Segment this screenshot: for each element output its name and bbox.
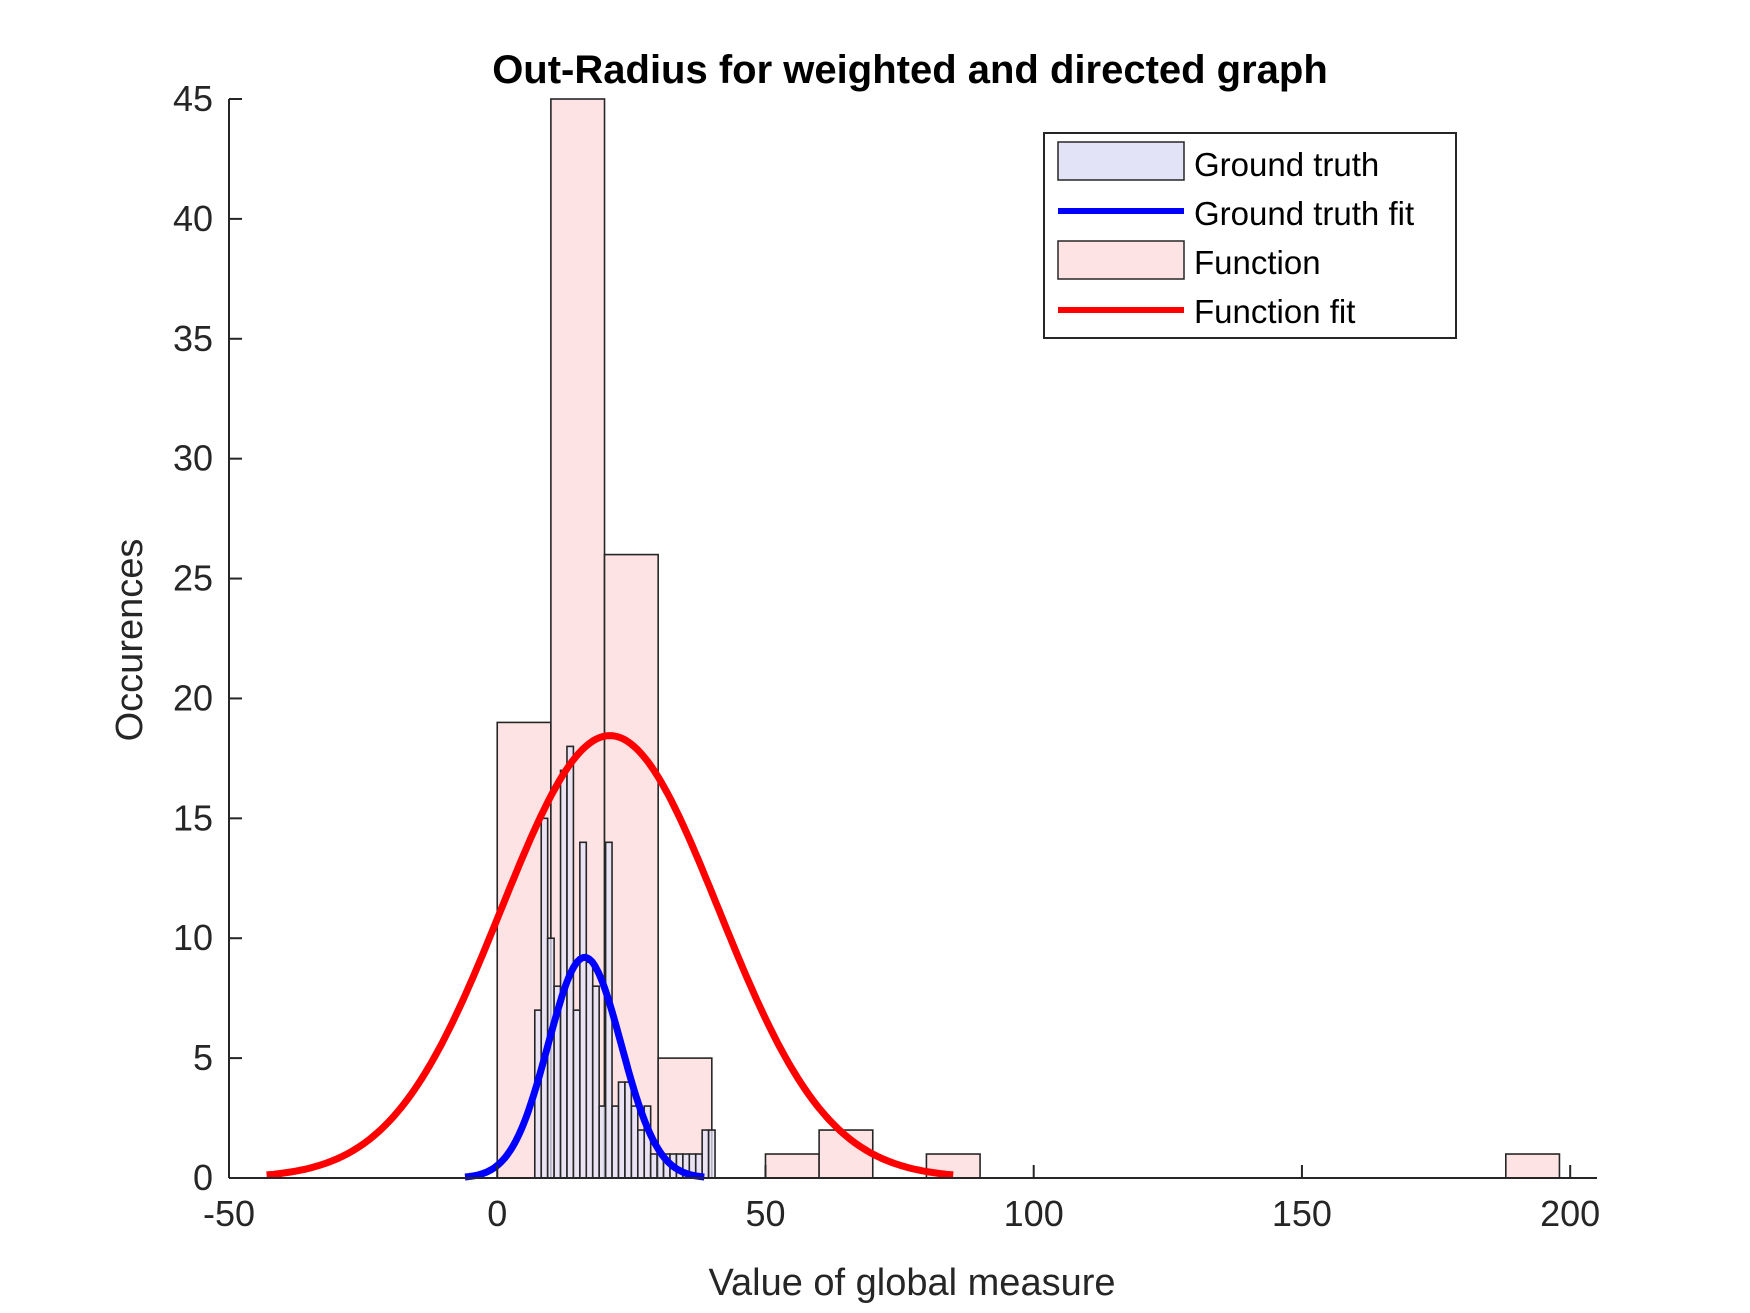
ground-truth-bar-5 xyxy=(566,745,575,1179)
chart-title: Out-Radius for weighted and directed gra… xyxy=(492,48,1328,92)
legend-label-function: Function xyxy=(1194,244,1321,281)
ground-truth-bar-27 xyxy=(707,1129,716,1179)
y-tick-label: 20 xyxy=(173,677,213,718)
y-tick-label: 10 xyxy=(173,917,213,958)
ground-truth-bar-1 xyxy=(540,817,549,1179)
x-tick-label: 100 xyxy=(1004,1193,1064,1234)
x-tick-label: 200 xyxy=(1540,1193,1600,1234)
legend-swatch-ground-truth xyxy=(1057,141,1185,181)
x-tick-label: 150 xyxy=(1272,1193,1332,1234)
x-tick-label: 0 xyxy=(487,1193,507,1234)
ground-truth-bar-2 xyxy=(546,937,555,1179)
ground-truth-bar-6 xyxy=(572,1009,581,1179)
legend-label-ground-truth: Ground truth xyxy=(1194,146,1379,183)
y-axis-label: Occurences xyxy=(109,539,151,742)
ground-truth-bar-18 xyxy=(649,1153,658,1179)
legend: Ground truth Ground truth fit Function F… xyxy=(1043,132,1457,339)
ground-truth-bar-9 xyxy=(591,985,600,1179)
function-fit-line xyxy=(266,732,954,1179)
function-bar-4 xyxy=(764,1153,820,1179)
y-tick-label: 30 xyxy=(173,438,213,479)
ground-truth-bar-13 xyxy=(617,1081,626,1179)
plot-area xyxy=(266,98,1561,1181)
y-tick-label: 45 xyxy=(173,78,213,119)
y-tick-label: 15 xyxy=(173,797,213,838)
legend-label-ground-truth-fit: Ground truth fit xyxy=(1194,195,1414,232)
ground-truth-bar-8 xyxy=(585,961,594,1179)
fit-lines xyxy=(266,732,954,1181)
ground-truth-bar-7 xyxy=(579,841,588,1179)
legend-label-function-fit: Function fit xyxy=(1194,293,1355,330)
ground-truth-fit-line xyxy=(462,953,707,1181)
ground-truth-bar-4 xyxy=(559,769,568,1179)
y-tick-label: 25 xyxy=(173,558,213,599)
x-tick-label: 50 xyxy=(745,1193,785,1234)
ground-truth-bar-15 xyxy=(630,1105,639,1179)
y-tick-label: 0 xyxy=(193,1157,213,1198)
x-axis-label: Value of global measure xyxy=(709,1262,1116,1304)
y-tick-label: 40 xyxy=(173,198,213,239)
legend-swatch-function xyxy=(1057,240,1185,280)
y-tick-label: 5 xyxy=(193,1037,213,1078)
ground-truth-bar-10 xyxy=(598,1105,607,1179)
ground-truth-bar-26 xyxy=(701,1129,710,1179)
x-tick-label: -50 xyxy=(203,1193,255,1234)
ground-truth-bar-16 xyxy=(636,1129,646,1179)
ground-truth-bar-12 xyxy=(611,1105,620,1179)
ground-truth-bar-14 xyxy=(624,1081,633,1179)
function-bar-2 xyxy=(603,553,659,1179)
function-bar-7 xyxy=(1505,1153,1561,1179)
y-tick-label: 35 xyxy=(173,318,213,359)
